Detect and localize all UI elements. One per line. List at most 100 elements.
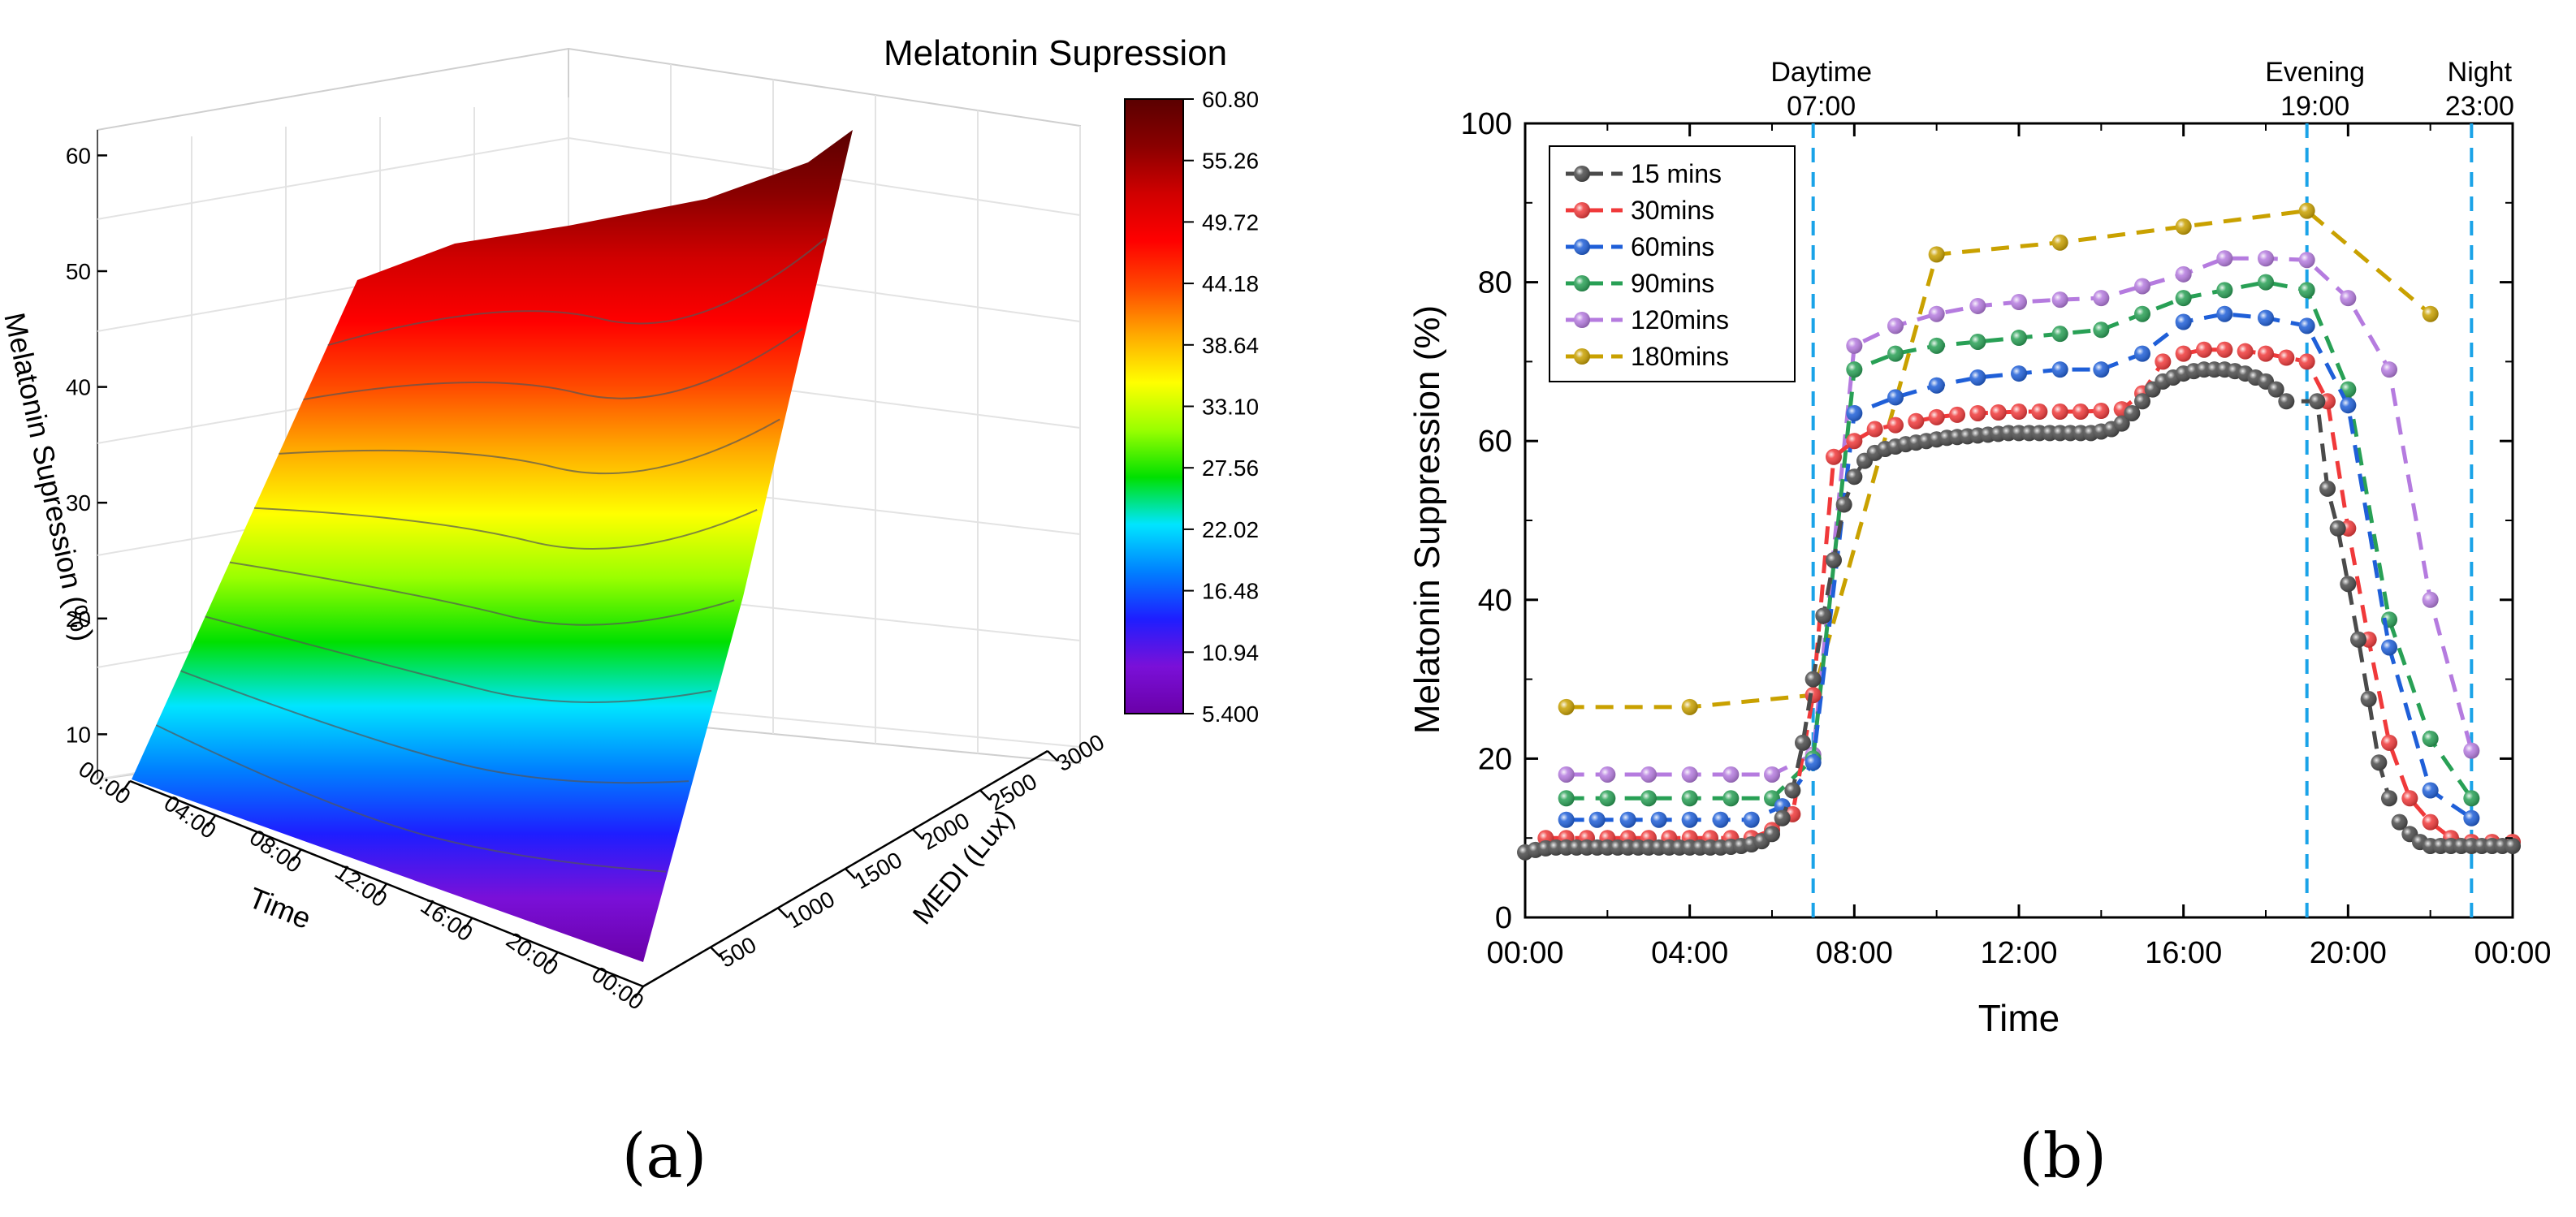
data-point-shine bbox=[2340, 397, 2357, 414]
contour-line bbox=[303, 328, 803, 401]
data-point-shine bbox=[1681, 698, 1698, 715]
data-point-shine bbox=[1558, 698, 1575, 715]
series-line bbox=[1566, 208, 2432, 710]
data-point-shine bbox=[2011, 294, 2027, 311]
data-point-shine bbox=[2381, 734, 2397, 751]
medi-tick-mark bbox=[777, 907, 789, 919]
contour-line bbox=[229, 561, 735, 626]
z-tick-label: 60 bbox=[66, 143, 91, 168]
data-point-shine bbox=[2134, 305, 2150, 322]
data-point-shine bbox=[2381, 361, 2397, 378]
medi-tick-mark bbox=[912, 828, 923, 840]
data-point-shine bbox=[2298, 353, 2315, 370]
data-point-shine bbox=[1866, 421, 1883, 438]
panel-a-label: (a) bbox=[622, 1120, 707, 1192]
legend-marker-shine bbox=[1574, 312, 1590, 328]
legend-marker-shine bbox=[1574, 166, 1590, 182]
data-point-shine bbox=[1969, 404, 1986, 421]
medi-tick-label: 1500 bbox=[850, 847, 906, 894]
data-point-shine bbox=[1681, 811, 1698, 828]
x-tick-label: 12:00 bbox=[1980, 936, 2057, 970]
data-point-shine bbox=[2278, 393, 2295, 410]
data-point-shine bbox=[1764, 766, 1780, 783]
data-point-shine bbox=[2463, 809, 2480, 826]
colorbar bbox=[1124, 98, 1184, 714]
data-point-shine bbox=[1928, 305, 1945, 322]
data-point-shine bbox=[1804, 687, 1822, 704]
medi-tick-label: 1000 bbox=[783, 887, 839, 934]
data-point-shine bbox=[1681, 790, 1698, 807]
data-point-shine bbox=[1969, 297, 1986, 314]
data-point-shine bbox=[1990, 404, 2007, 421]
data-point-shine bbox=[2298, 202, 2315, 219]
data-point-shine bbox=[1558, 790, 1575, 807]
data-point-shine bbox=[2350, 631, 2366, 648]
data-point-shine bbox=[2072, 404, 2089, 421]
time-tick-label: 16:00 bbox=[416, 893, 477, 947]
data-point-shine bbox=[2093, 403, 2110, 420]
data-point-shine bbox=[1928, 408, 1945, 425]
data-point-shine bbox=[1795, 734, 1811, 751]
time-tick-mark bbox=[206, 814, 217, 827]
data-point-shine bbox=[2134, 345, 2150, 362]
z-axis-label: Melatonin Supression (%) bbox=[0, 310, 100, 645]
medi-tick-mark bbox=[1047, 750, 1058, 762]
contour-line bbox=[205, 615, 712, 703]
data-point-shine bbox=[2298, 252, 2315, 269]
data-point-shine bbox=[2196, 341, 2212, 358]
data-point-shine bbox=[1908, 412, 1925, 429]
x-tick-label: 04:00 bbox=[1651, 936, 1728, 970]
data-point-shine bbox=[1887, 317, 1904, 334]
colorbar-tick-label: 27.56 bbox=[1202, 455, 1259, 481]
data-point-shine bbox=[2216, 305, 2233, 322]
medi-tick-mark bbox=[979, 789, 991, 801]
y-tick-label: 100 bbox=[1461, 107, 1512, 141]
legend-label: 120mins bbox=[1631, 305, 1729, 334]
data-point-shine bbox=[1928, 377, 1945, 394]
melatonin-surface bbox=[132, 130, 853, 962]
legend-label: 90mins bbox=[1631, 269, 1714, 298]
data-point-shine bbox=[2216, 282, 2233, 299]
colorbar-tick-label: 55.26 bbox=[1202, 149, 1259, 174]
data-point-shine bbox=[1743, 811, 1760, 828]
data-point-shine bbox=[1949, 406, 1965, 423]
data-point-shine bbox=[2134, 278, 2150, 295]
data-point-shine bbox=[1558, 766, 1575, 783]
contour-line bbox=[279, 418, 780, 475]
z-tick-label: 10 bbox=[66, 722, 91, 747]
time-marker-label: Daytime bbox=[1770, 57, 1872, 88]
legend-marker-shine bbox=[1574, 239, 1590, 255]
z-tick-label: 50 bbox=[66, 259, 91, 284]
colorbar-tick-label: 44.18 bbox=[1202, 271, 1259, 296]
data-point-shine bbox=[2216, 341, 2233, 358]
data-point-shine bbox=[1804, 671, 1822, 688]
data-point-shine bbox=[1722, 766, 1740, 783]
x-tick-label: 20:00 bbox=[2310, 936, 2387, 970]
data-point-shine bbox=[1764, 826, 1780, 843]
data-point-shine bbox=[2175, 218, 2192, 235]
x-tick-label: 00:00 bbox=[1486, 936, 1563, 970]
data-point-shine bbox=[2093, 290, 2110, 307]
data-point-shine bbox=[1784, 782, 1801, 799]
data-point-shine bbox=[2051, 291, 2068, 309]
x-tick-label: 16:00 bbox=[2145, 936, 2222, 970]
legend-label: 60mins bbox=[1631, 232, 1714, 261]
colorbar-tick-label: 33.10 bbox=[1202, 395, 1259, 420]
grid-line bbox=[97, 137, 569, 220]
data-point-shine bbox=[1835, 496, 1852, 513]
data-point-shine bbox=[1599, 766, 1616, 783]
data-point-shine bbox=[2422, 305, 2439, 322]
legend-label: 180mins bbox=[1631, 342, 1729, 371]
data-point-shine bbox=[2051, 404, 2068, 421]
data-point-shine bbox=[2031, 404, 2048, 421]
data-point-shine bbox=[2258, 274, 2274, 291]
data-point-shine bbox=[1969, 333, 1986, 350]
data-point-shine bbox=[1846, 468, 1863, 486]
data-point-shine bbox=[2155, 353, 2172, 370]
contour-line bbox=[254, 507, 758, 550]
z-axis-ticks: 10 20 30 40 50 60 bbox=[66, 143, 107, 747]
legend-label: 30mins bbox=[1631, 196, 1714, 225]
